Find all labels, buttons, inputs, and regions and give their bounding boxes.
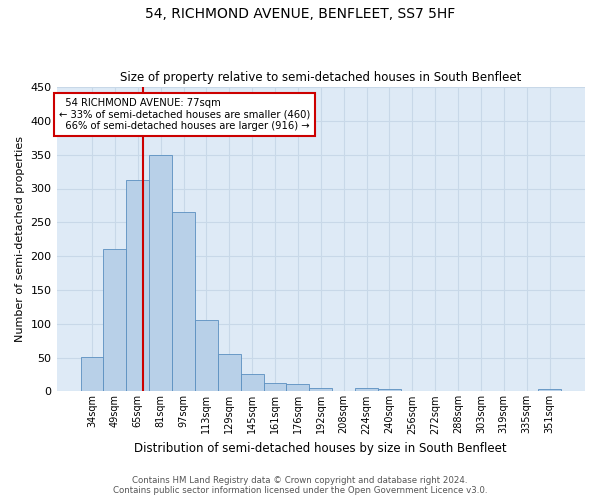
Bar (195, 320, 218, 392)
Bar (310, 388, 332, 392)
Bar (378, 388, 401, 392)
Text: 54 RICHMOND AVENUE: 77sqm
← 33% of semi-detached houses are smaller (460)
  66% : 54 RICHMOND AVENUE: 77sqm ← 33% of semi-… (59, 98, 310, 131)
Y-axis label: Number of semi-detached properties: Number of semi-detached properties (15, 136, 25, 342)
Bar (172, 212, 195, 392)
Bar (538, 388, 561, 392)
Bar (286, 384, 310, 392)
Bar (241, 374, 263, 392)
Bar (103, 250, 127, 392)
Text: Contains HM Land Registry data © Crown copyright and database right 2024.
Contai: Contains HM Land Registry data © Crown c… (113, 476, 487, 495)
Title: Size of property relative to semi-detached houses in South Benfleet: Size of property relative to semi-detach… (120, 72, 521, 85)
Bar (355, 388, 378, 392)
Bar (149, 154, 172, 392)
Bar (218, 354, 241, 392)
X-axis label: Distribution of semi-detached houses by size in South Benfleet: Distribution of semi-detached houses by … (134, 442, 507, 455)
Bar (263, 384, 286, 392)
Text: 54, RICHMOND AVENUE, BENFLEET, SS7 5HF: 54, RICHMOND AVENUE, BENFLEET, SS7 5HF (145, 8, 455, 22)
Bar (127, 180, 149, 392)
Bar (80, 357, 103, 392)
